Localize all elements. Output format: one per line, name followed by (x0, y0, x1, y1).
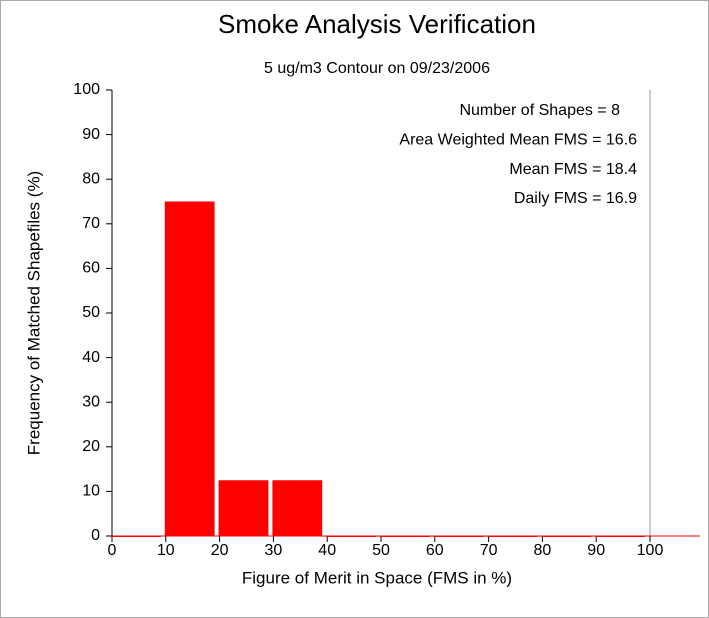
annotation: Number of Shapes = 8 (459, 102, 620, 119)
x-tick-label: 40 (318, 542, 336, 559)
y-tick-label: 90 (82, 126, 100, 143)
x-tick-label: 0 (108, 542, 117, 559)
x-tick-label: 80 (534, 542, 552, 559)
y-tick-label: 0 (91, 527, 100, 544)
y-tick-label: 80 (82, 170, 100, 187)
bar (111, 536, 161, 537)
x-tick-label: 50 (372, 542, 390, 559)
x-tick-label: 30 (265, 542, 283, 559)
y-tick-label: 30 (82, 393, 100, 410)
x-axis-label: Figure of Merit in Space (FMS in %) (242, 568, 512, 587)
x-tick-label: 90 (587, 542, 605, 559)
y-tick-label: 20 (82, 438, 100, 455)
y-tick-label: 60 (82, 260, 100, 277)
y-axis-label: Frequency of Matched Shapefiles (%) (24, 171, 43, 455)
x-tick-label: 20 (211, 542, 229, 559)
annotation: Mean FMS = 18.4 (509, 161, 637, 178)
bar (380, 536, 430, 537)
x-tick-label: 60 (426, 542, 444, 559)
annotation: Area Weighted Mean FMS = 16.6 (399, 132, 637, 149)
chart-subtitle: 5 ug/m3 Contour on 09/23/2006 (264, 60, 490, 77)
bar (541, 536, 592, 537)
bar (272, 480, 323, 536)
bar (487, 536, 538, 537)
bar (595, 536, 645, 537)
y-tick-label: 70 (82, 215, 100, 232)
x-tick-label: 10 (157, 542, 175, 559)
y-tick-label: 100 (73, 81, 100, 98)
chart-title: Smoke Analysis Verification (218, 9, 536, 39)
x-tick-label: 100 (637, 542, 664, 559)
bar (164, 201, 215, 536)
bar (218, 480, 269, 536)
bar (326, 536, 376, 537)
x-tick-label: 70 (480, 542, 498, 559)
annotation: Daily FMS = 16.9 (514, 190, 637, 207)
y-tick-label: 40 (82, 349, 100, 366)
y-tick-label: 10 (82, 483, 100, 500)
y-tick-label: 50 (82, 304, 100, 321)
bar (433, 536, 484, 537)
